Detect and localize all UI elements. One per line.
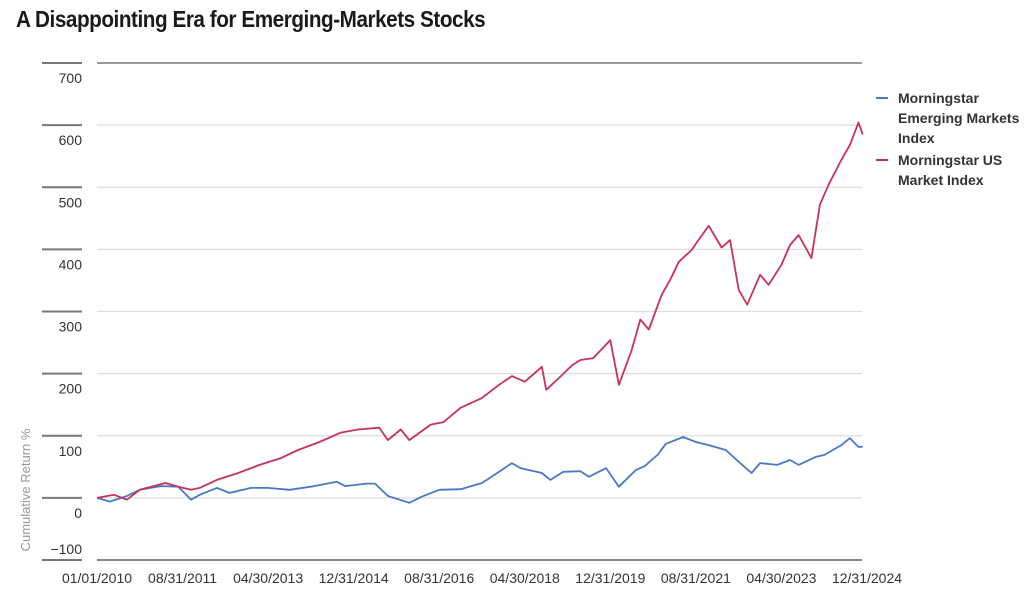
- gridlines: [97, 62, 862, 561]
- x-tick-label: 08/31/2011: [148, 570, 217, 586]
- x-tick-label: 04/30/2018: [490, 570, 560, 586]
- legend-swatch-emerging-markets: [876, 97, 888, 99]
- y-tick-label: 200: [59, 381, 83, 397]
- x-tick-label: 04/30/2013: [233, 570, 303, 586]
- y-tick-label: 500: [59, 194, 83, 210]
- legend-item-emerging-markets: Morningstar Emerging Markets Index: [876, 88, 1024, 148]
- chart-title: A Disappointing Era for Emerging-Markets…: [16, 6, 486, 32]
- y-tick-label: −100: [50, 541, 82, 557]
- x-tick-label: 12/31/2019: [575, 570, 645, 586]
- y-tick-label: 300: [59, 319, 83, 335]
- y-tick-label: 600: [59, 132, 83, 148]
- x-tick-label: 01/01/2010: [62, 570, 132, 586]
- y-axis-ticks: 700 600 500 400 300 200 100 0 −100: [42, 62, 83, 561]
- x-tick-label: 04/30/2023: [746, 570, 816, 586]
- legend-label: Morningstar Emerging Markets Index: [898, 90, 1020, 146]
- legend: Morningstar Emerging Markets Index Morni…: [876, 88, 1024, 192]
- y-tick-label: 700: [59, 70, 83, 86]
- legend-item-us-market: Morningstar US Market Index: [876, 150, 1024, 190]
- x-tick-label: 08/31/2021: [661, 570, 731, 586]
- y-tick-label: 0: [74, 505, 82, 521]
- y-tick-label: 400: [59, 256, 83, 272]
- x-tick-label: 08/31/2016: [404, 570, 474, 586]
- x-tick-label: 12/31/2014: [319, 570, 389, 586]
- series-line-us-market: [96, 121, 864, 501]
- series-line-emerging-markets: [96, 436, 863, 504]
- legend-swatch-us-market: [876, 159, 888, 161]
- legend-label: Morningstar US Market Index: [898, 152, 1003, 188]
- x-axis-ticks: 01/01/2010 08/31/2011 04/30/2013 12/31/2014…: [62, 570, 902, 586]
- x-tick-label: 12/31/2024: [832, 570, 902, 586]
- y-axis-label: Cumulative Return %: [18, 428, 33, 551]
- series-lines: [96, 121, 864, 504]
- y-tick-label: 100: [59, 443, 83, 459]
